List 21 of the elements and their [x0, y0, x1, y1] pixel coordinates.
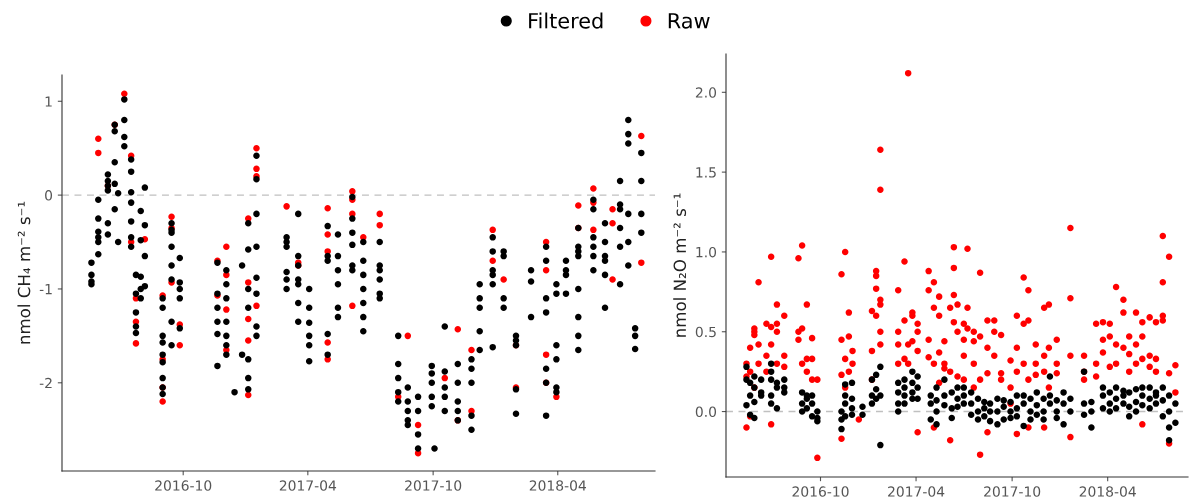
y-tick-label: -1 [39, 284, 52, 295]
x-tick-label: 2017-10 [984, 486, 1041, 497]
y-tick-label: 0.5 [695, 326, 716, 338]
y-axis-title: nmol CH₄ m⁻² s⁻¹ [17, 201, 31, 344]
x-tick-label: 2016-10 [155, 480, 212, 491]
x-tick-label: 2016-10 [792, 486, 849, 497]
legend-label: Filtered [529, 12, 603, 29]
x-tick-label: 2017-04 [279, 480, 337, 491]
y-axis-title: nmol N₂O m⁻² s⁻¹ [673, 193, 687, 337]
y-tick-label: 0.0 [695, 406, 717, 418]
x-tick-label: 2018-04 [529, 480, 586, 491]
y-tick-label: 1 [45, 96, 52, 107]
x-tick-label: 2017-10 [405, 480, 462, 491]
y-tick-label: 0 [45, 190, 53, 201]
y-tick-label: 1.0 [696, 246, 717, 258]
x-tick-label: 2018-04 [1079, 486, 1136, 497]
y-tick-label: 2.0 [695, 87, 717, 98]
legend-label: Raw [668, 13, 710, 29]
y-tick-label: -2 [39, 377, 52, 389]
x-tick-label: 2017-04 [888, 486, 945, 497]
y-tick-label: 1.5 [696, 167, 716, 178]
